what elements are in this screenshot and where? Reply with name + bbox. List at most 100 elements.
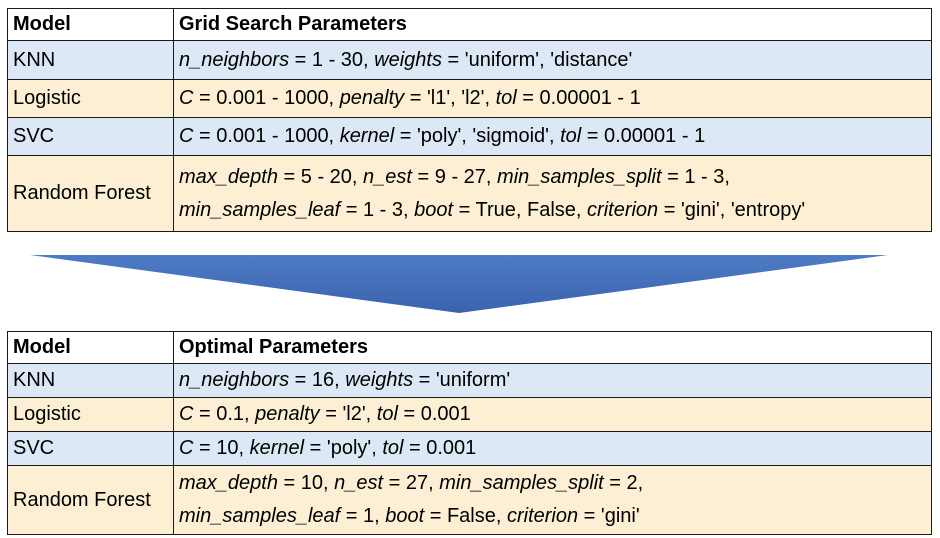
model-cell: SVC [7, 431, 174, 466]
param-value: = 'l1', 'l2', [404, 87, 496, 109]
param-value: = 'gini', 'entropy' [658, 198, 806, 221]
param-line: C = 0.001 - 1000, penalty = 'l1', 'l2', … [179, 82, 926, 115]
param-value: = 10, [277, 472, 335, 494]
param-line: C = 0.1, penalty = 'l2', tol = 0.001 [179, 399, 926, 431]
param-value: = 1 - 30, [289, 48, 375, 71]
param-name: n_est [363, 165, 412, 188]
param-name: n_neighbors [179, 369, 290, 391]
param-line: max_depth = 5 - 20, n_est = 9 - 27, min_… [179, 161, 926, 194]
param-entry: n_neighbors = 1 - 30, [179, 49, 374, 71]
params-cell: n_neighbors = 16, weights = 'uniform' [173, 363, 932, 398]
param-name: criterion [587, 198, 659, 221]
param-value: = 10, [193, 437, 250, 459]
param-value: = False, [424, 505, 507, 527]
param-entry: n_neighbors = 16, [179, 369, 345, 391]
param-entry: penalty = 'l1', 'l2', [340, 87, 496, 109]
model-cell: KNN [7, 40, 174, 80]
table-row: KNN n_neighbors = 1 - 30, weights = 'uni… [7, 40, 932, 80]
param-name: min_samples_split [497, 165, 662, 188]
optimal-header-row: Model Optimal Parameters [7, 331, 932, 364]
param-entry: max_depth = 5 - 20, [179, 166, 363, 188]
param-value: = 0.001 - 1000, [193, 125, 340, 147]
param-name: max_depth [179, 165, 278, 188]
param-entry: criterion = 'gini', 'entropy' [587, 199, 805, 221]
param-value: = 'l2', [319, 403, 377, 425]
params-cell: max_depth = 5 - 20, n_est = 9 - 27, min_… [173, 155, 932, 232]
optimal-parameters-table: Model Optimal Parameters KNN n_neighbors… [7, 331, 932, 535]
params-cell: max_depth = 10, n_est = 27, min_samples_… [173, 465, 932, 535]
param-entry: min_samples_leaf = 1 - 3, [179, 199, 414, 221]
param-value: = 'uniform' [413, 369, 511, 391]
table-row: SVC C = 10, kernel = 'poly', tol = 0.001 [7, 431, 932, 466]
param-name: C [179, 87, 194, 109]
param-name: criterion [506, 505, 579, 527]
param-value: = 'poly', [304, 437, 383, 459]
table-row: SVC C = 0.001 - 1000, kernel = 'poly', '… [7, 117, 932, 156]
param-entry: min_samples_split = 1 - 3, [497, 166, 730, 188]
grid-search-header-row: Model Grid Search Parameters [7, 8, 932, 41]
params-cell: C = 0.1, penalty = 'l2', tol = 0.001 [173, 397, 932, 432]
param-name: C [179, 125, 194, 147]
param-value: = True, False, [453, 198, 588, 221]
param-line: C = 10, kernel = 'poly', tol = 0.001 [179, 433, 926, 465]
params-cell: C = 0.001 - 1000, penalty = 'l1', 'l2', … [173, 79, 932, 118]
param-entry: n_est = 9 - 27, [363, 166, 497, 188]
param-name: tol [495, 87, 517, 109]
param-value: = 1 - 3, [340, 198, 415, 221]
param-value: = 'uniform', 'distance' [441, 48, 633, 71]
param-value: = 1, [340, 505, 386, 527]
table-row: Random Forest max_depth = 5 - 20, n_est … [7, 155, 932, 232]
param-name: min_samples_leaf [179, 198, 341, 221]
param-name: penalty [339, 87, 405, 109]
param-entry: boot = False, [385, 505, 507, 527]
model-cell: Random Forest [7, 155, 174, 232]
grid-search-parameters-header: Grid Search Parameters [173, 8, 932, 41]
param-line: n_neighbors = 16, weights = 'uniform' [179, 365, 926, 397]
param-value: = 1 - 3, [661, 165, 730, 188]
param-value: = 0.001 [397, 403, 471, 425]
model-header: Model [7, 8, 174, 41]
param-entry: C = 10, [179, 437, 250, 459]
param-value: = 0.00001 - 1 [581, 125, 706, 147]
param-entry: C = 0.001 - 1000, [179, 125, 340, 147]
grid-search-table: Model Grid Search Parameters KNN n_neigh… [7, 8, 932, 232]
param-name: n_neighbors [179, 48, 290, 71]
param-value: = 9 - 27, [411, 165, 498, 188]
model-cell: Logistic [7, 397, 174, 432]
param-name: kernel [249, 437, 305, 459]
param-entry: tol = 0.001 [377, 403, 471, 425]
param-value: = 27, [383, 472, 440, 494]
param-value: = 0.00001 - 1 [516, 87, 641, 109]
params-cell: n_neighbors = 1 - 30, weights = 'uniform… [173, 40, 932, 80]
param-name: penalty [255, 403, 320, 425]
down-arrow-icon [30, 255, 888, 313]
param-entry: n_est = 27, [334, 472, 439, 494]
param-entry: min_samples_split = 2, [439, 472, 643, 494]
param-name: max_depth [179, 472, 278, 494]
param-entry: weights = 'uniform', 'distance' [374, 49, 632, 71]
param-line: max_depth = 10, n_est = 27, min_samples_… [179, 467, 926, 500]
param-value: = 0.001 - 1000, [193, 87, 340, 109]
model-cell: Random Forest [7, 465, 174, 535]
param-entry: penalty = 'l2', [255, 403, 377, 425]
param-entry: C = 0.1, [179, 403, 255, 425]
params-cell: C = 10, kernel = 'poly', tol = 0.001 [173, 431, 932, 466]
param-entry: max_depth = 10, [179, 472, 334, 494]
param-name: kernel [339, 125, 395, 147]
param-name: weights [374, 48, 442, 71]
param-entry: weights = 'uniform' [345, 369, 510, 391]
param-entry: C = 0.001 - 1000, [179, 87, 340, 109]
param-line: n_neighbors = 1 - 30, weights = 'uniform… [179, 44, 926, 77]
param-value: = 5 - 20, [277, 165, 364, 188]
table-row: KNN n_neighbors = 16, weights = 'uniform… [7, 363, 932, 398]
optimal-parameters-header: Optimal Parameters [173, 331, 932, 364]
model-header: Model [7, 331, 174, 364]
param-value: = 2, [603, 472, 644, 494]
param-name: n_est [334, 472, 384, 494]
table-row: Random Forest max_depth = 10, n_est = 27… [7, 465, 932, 535]
param-name: min_samples_split [439, 472, 604, 494]
param-entry: kernel = 'poly', 'sigmoid', [340, 125, 560, 147]
params-cell: C = 0.001 - 1000, kernel = 'poly', 'sigm… [173, 117, 932, 156]
param-value: = 0.001 [403, 437, 477, 459]
table-row: Logistic C = 0.1, penalty = 'l2', tol = … [7, 397, 932, 432]
